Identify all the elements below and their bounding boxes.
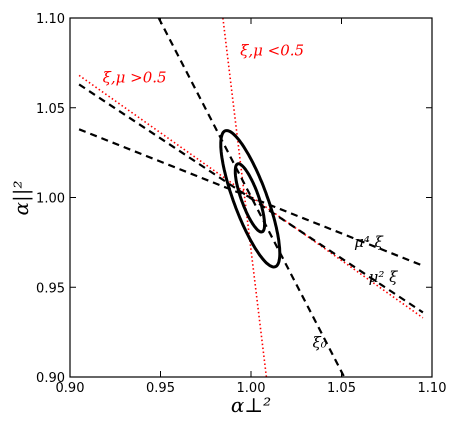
series-line-1: [222, 18, 268, 377]
contour-ellipse-inner: [233, 162, 267, 234]
x-tick-label: 1.05: [327, 381, 356, 396]
x-axis-title: α⊥²: [231, 393, 271, 417]
y-axis-title: α||²: [9, 181, 34, 216]
series-annotation: ξ₀: [313, 333, 327, 351]
x-tick-label: 1.10: [418, 381, 447, 396]
y-tick-label: 1.00: [36, 192, 65, 207]
x-tick-label: 0.90: [56, 381, 85, 396]
series-annotation: ξ,μ <0.5: [240, 42, 304, 60]
series-line-4: [157, 18, 346, 377]
y-tick-label: 0.95: [36, 281, 65, 296]
contour-ellipse-outer: [219, 129, 282, 269]
series-annotation: μ⁴ ξ: [354, 233, 384, 251]
y-tick-label: 0.90: [36, 371, 65, 386]
series-annotation: ξ,μ >0.5: [103, 69, 167, 87]
x-tick-label: 1.00: [237, 381, 266, 396]
x-tick-label: 0.95: [146, 381, 175, 396]
series-annotation: μ² ξ: [369, 268, 399, 286]
series-line-3: [78, 128, 424, 267]
y-tick-label: 1.05: [36, 102, 65, 117]
y-tick-label: 1.10: [36, 12, 65, 27]
